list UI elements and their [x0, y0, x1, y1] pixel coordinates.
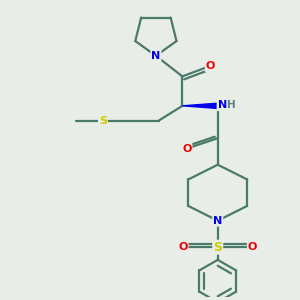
Text: N: N [151, 51, 160, 61]
Text: O: O [182, 143, 191, 154]
Text: N: N [218, 100, 227, 110]
Text: S: S [213, 241, 222, 254]
Text: H: H [226, 100, 235, 110]
Polygon shape [182, 103, 218, 109]
Text: O: O [206, 61, 215, 71]
Text: O: O [178, 242, 188, 252]
Text: S: S [99, 116, 107, 126]
Text: N: N [213, 216, 222, 226]
Text: O: O [248, 242, 257, 252]
